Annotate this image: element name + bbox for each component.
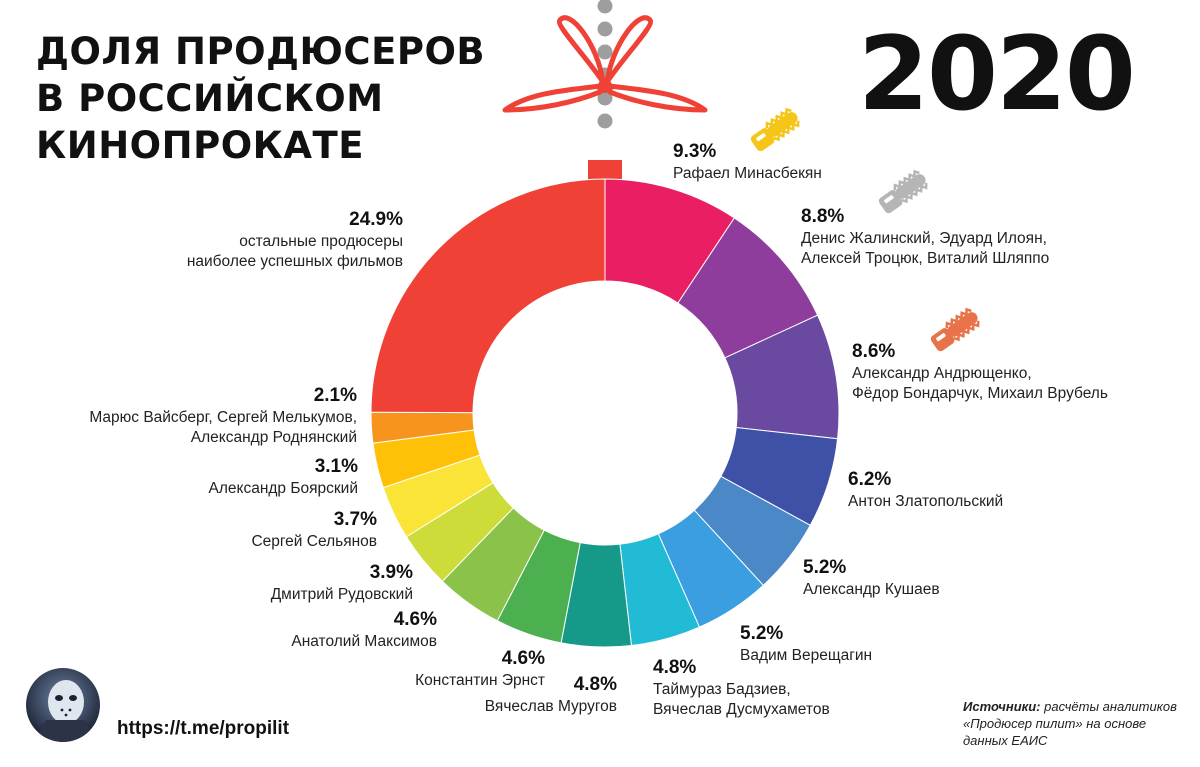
chainsaw-icon bbox=[878, 169, 928, 214]
slice-label-5: 5.2% Вадим Верещагин bbox=[740, 622, 872, 666]
slice-name: Марюс Вайсберг, Сергей Мелькумов, Алекса… bbox=[89, 409, 357, 446]
hockey-mask-icon bbox=[26, 668, 100, 742]
title-line-2: В РОССИЙСКОМ bbox=[36, 77, 384, 120]
slice-percent: 24.9% bbox=[349, 209, 403, 230]
slice-label-14: 24.9% остальные продюсеры наиболее успешн… bbox=[187, 208, 403, 272]
slice-name: Вячеслав Муругов bbox=[484, 698, 617, 715]
slice-name: Вадим Верещагин bbox=[740, 647, 873, 664]
title-line-3: КИНОПРОКАТЕ bbox=[36, 124, 365, 167]
slice-label-11: 3.7% Сергей Сельянов bbox=[251, 508, 377, 552]
slice-label-12: 3.1% Александр Боярский bbox=[208, 455, 358, 499]
slice-label-8: 4.6% Константин Эрнст bbox=[415, 647, 545, 691]
slice-name: Антон Златопольский bbox=[848, 493, 1004, 510]
slice-percent: 4.6% bbox=[501, 648, 545, 669]
slice-14 bbox=[370, 178, 606, 414]
slice-percent: 3.9% bbox=[369, 562, 413, 583]
slice-name: Денис Жалинский, Эдуард Илоян, Алексей Т… bbox=[801, 230, 1050, 267]
string-bead bbox=[597, 0, 613, 14]
slice-percent: 6.2% bbox=[848, 469, 892, 490]
slice-label-3: 6.2% Антон Златопольский bbox=[848, 468, 1003, 512]
slice-label-9: 4.6% Анатолий Максимов bbox=[291, 608, 437, 652]
channel-avatar[interactable] bbox=[26, 668, 100, 742]
slice-percent: 8.8% bbox=[801, 206, 845, 227]
slice-name: Константин Эрнст bbox=[415, 672, 545, 689]
string-bead bbox=[597, 90, 613, 106]
sources-label: Источники: bbox=[963, 699, 1041, 714]
slice-percent: 8.6% bbox=[852, 341, 896, 362]
chart-title: ДОЛЯ ПРОДЮСЕРОВ В РОССИЙСКОМ КИНОПРОКАТЕ bbox=[36, 28, 556, 169]
chainsaw-icon bbox=[930, 307, 980, 352]
slice-label-0: 9.3% Рафаел Минасбекян bbox=[673, 140, 822, 184]
slice-label-10: 3.9% Дмитрий Рудовский bbox=[271, 561, 413, 605]
slice-label-2: 8.6% Александр Андрющенко, Фёдор Бондарчу… bbox=[852, 340, 1108, 404]
slice-percent: 4.8% bbox=[653, 657, 697, 678]
string-bead bbox=[597, 21, 613, 37]
slice-name: остальные продюсеры наиболее успешных фи… bbox=[186, 233, 403, 270]
slice-label-1: 8.8% Денис Жалинский, Эдуард Илоян, Алекс… bbox=[801, 205, 1049, 269]
sources-text: расчёты аналитиков «Продюсер пилит» на о… bbox=[963, 699, 1177, 748]
slice-label-4: 5.2% Александр Кушаев bbox=[803, 556, 940, 600]
slice-percent: 5.2% bbox=[740, 623, 784, 644]
slice-name: Александр Боярский bbox=[208, 480, 358, 497]
slice-name: Дмитрий Рудовский bbox=[270, 586, 413, 603]
slice-label-13: 2.1% Марюс Вайсберг, Сергей Мелькумов, Ал… bbox=[89, 384, 357, 448]
telegram-link[interactable]: https://t.me/propilit bbox=[117, 718, 290, 739]
slice-percent: 3.7% bbox=[333, 509, 377, 530]
string-bead bbox=[597, 113, 613, 129]
slice-name: Анатолий Максимов bbox=[291, 633, 437, 650]
slice-percent: 3.1% bbox=[314, 456, 358, 477]
slice-name: Сергей Сельянов bbox=[251, 533, 377, 550]
slice-label-6: 4.8% Таймураз Бадзиев, Вячеслав Дусмухаме… bbox=[653, 656, 830, 720]
title-line-1: ДОЛЯ ПРОДЮСЕРОВ bbox=[36, 30, 486, 73]
sources-note: Источники: расчёты аналитиков «Продюсер … bbox=[963, 698, 1193, 749]
slice-percent: 9.3% bbox=[673, 141, 717, 162]
slice-name: Александр Кушаев bbox=[803, 581, 940, 598]
slice-label-7: 4.8% Вячеслав Муругов bbox=[485, 673, 617, 717]
donut-slices bbox=[370, 178, 840, 648]
chainsaw-icon bbox=[750, 107, 800, 152]
ribbon-knot bbox=[598, 79, 612, 93]
slice-percent: 5.2% bbox=[803, 557, 847, 578]
slice-name: Таймураз Бадзиев, Вячеслав Дусмухаметов bbox=[653, 681, 830, 718]
slice-percent: 4.8% bbox=[573, 674, 617, 695]
slice-name: Александр Андрющенко, Фёдор Бондарчук, М… bbox=[852, 365, 1108, 402]
slice-percent: 4.6% bbox=[393, 609, 437, 630]
string-bead bbox=[597, 44, 613, 60]
year-heading: 2020 bbox=[858, 15, 1136, 134]
ribbon-bow bbox=[502, 15, 708, 113]
slice-name: Рафаел Минасбекян bbox=[673, 165, 822, 182]
slice-percent: 2.1% bbox=[313, 385, 357, 406]
